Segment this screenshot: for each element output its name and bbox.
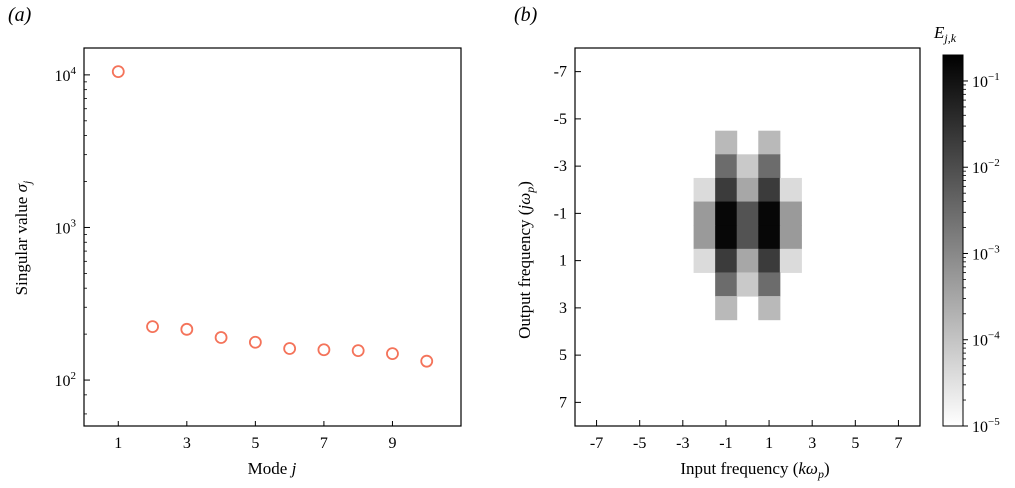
panel-a-label: (a) — [8, 4, 32, 26]
colorbar-tick-label: 10−1 — [972, 71, 1000, 91]
x-tick-label: 3 — [183, 435, 191, 452]
colorbar-tick-label: 10−5 — [972, 416, 1000, 436]
heatmap-cell — [715, 296, 738, 321]
heatmap-cell — [715, 130, 738, 155]
panel-b: (b) -7 -5 -3 -1 1 3 5 7 -7 -5 -3 -1 1 3 5 7 Input freq… — [514, 4, 921, 481]
data-point — [317, 343, 331, 357]
heatmap-cell — [736, 272, 759, 297]
heatmap-cell — [779, 201, 802, 226]
panel-b-xlabel: Input frequency (kωp) — [680, 459, 829, 481]
heatmap-cell — [693, 248, 716, 273]
heatmap-cell — [715, 177, 738, 203]
x-tick-label: -7 — [590, 435, 603, 452]
data-point — [214, 331, 228, 344]
y-tick-label: 103 — [55, 217, 77, 237]
y-tick-label: -5 — [554, 111, 567, 128]
heatmap-cell — [715, 154, 738, 179]
heatmap-cell — [715, 225, 738, 250]
y-tick-label: 1 — [559, 253, 567, 270]
colorbar: Ej,k 10−1 10−2 10−3 10−4 10−5 — [933, 23, 1000, 436]
heatmap-cell — [758, 225, 781, 250]
heatmap-cell — [736, 225, 759, 250]
y-tick-label: 7 — [559, 394, 567, 411]
colorbar-gradient — [942, 54, 964, 427]
y-tick-label: 3 — [559, 300, 567, 317]
heatmap-cell — [758, 201, 781, 226]
x-tick-label: -5 — [633, 435, 646, 452]
x-tick-label: 7 — [894, 435, 902, 452]
panel-b-ylabel: Output frequency (jωp) — [515, 181, 537, 339]
data-point — [180, 322, 194, 336]
heatmap-cell — [779, 177, 802, 203]
heatmap-cell — [736, 201, 759, 226]
x-tick-label: 1 — [765, 435, 773, 452]
x-tick-label: 3 — [808, 435, 816, 452]
data-point — [420, 354, 434, 368]
y-tick-label: 102 — [55, 370, 77, 390]
heatmap-cell — [758, 248, 781, 273]
panel-b-yticks: -7 -5 -3 -1 1 3 5 7 — [554, 64, 581, 411]
panel-a-xticks: 1 3 5 7 9 — [114, 421, 396, 452]
panel-a-xlabel: Mode j — [248, 459, 297, 478]
x-tick-label: 9 — [388, 435, 396, 452]
heatmap-cell — [693, 225, 716, 250]
data-point — [146, 320, 159, 334]
panel-b-cells — [693, 130, 802, 321]
y-tick-label: -1 — [554, 205, 567, 222]
data-point — [351, 344, 365, 357]
y-tick-label: 5 — [559, 347, 567, 364]
x-tick-label: -3 — [676, 435, 689, 452]
data-point — [248, 335, 262, 349]
panel-a-frame — [83, 47, 462, 427]
panel-a-yticks: 104 103 102 — [55, 65, 90, 415]
panel-b-frame — [574, 47, 921, 427]
colorbar-tick-label: 10−4 — [972, 330, 1000, 350]
panel-b-label: (b) — [514, 4, 538, 26]
colorbar-tick-label: 10−3 — [972, 243, 1000, 263]
heatmap-cell — [758, 177, 781, 203]
heatmap-cell — [736, 177, 759, 203]
x-tick-label: 5 — [851, 435, 859, 452]
heatmap-cell — [715, 248, 738, 273]
heatmap-cell — [693, 177, 716, 203]
panel-a-ylabel: Singular value σj — [12, 180, 34, 295]
heatmap-cell — [715, 201, 738, 226]
panel-b-xticks: -7 -5 -3 -1 1 3 5 7 — [590, 420, 902, 452]
colorbar-tick-label: 10−2 — [972, 157, 1000, 177]
data-point — [111, 65, 125, 79]
y-tick-label: -3 — [554, 158, 567, 175]
heatmap-cell — [715, 272, 738, 297]
heatmap-cell — [736, 154, 759, 179]
heatmap-cell — [758, 130, 781, 155]
heatmap-cell — [758, 296, 781, 321]
data-point — [386, 347, 399, 361]
colorbar-ticks: 10−1 10−2 10−3 10−4 10−5 — [963, 71, 1000, 436]
heatmap-cell — [779, 248, 802, 273]
heatmap-cell — [693, 201, 716, 226]
x-tick-label: 7 — [320, 435, 328, 452]
y-tick-label: -7 — [554, 64, 567, 81]
heatmap-cell — [779, 225, 802, 250]
y-tick-label: 104 — [55, 65, 77, 85]
x-tick-label: -1 — [719, 435, 732, 452]
panel-a: (a) 1 3 5 7 9 104 103 102 Mode j Singular valu… — [8, 4, 462, 478]
panel-a-marks — [111, 65, 434, 368]
heatmap-cell — [736, 248, 759, 273]
heatmap-cell — [758, 272, 781, 297]
heatmap-cell — [758, 154, 781, 179]
data-point — [283, 342, 297, 355]
colorbar-title: Ej,k — [933, 23, 957, 45]
x-tick-label: 5 — [251, 435, 259, 452]
x-tick-label: 1 — [114, 435, 122, 452]
